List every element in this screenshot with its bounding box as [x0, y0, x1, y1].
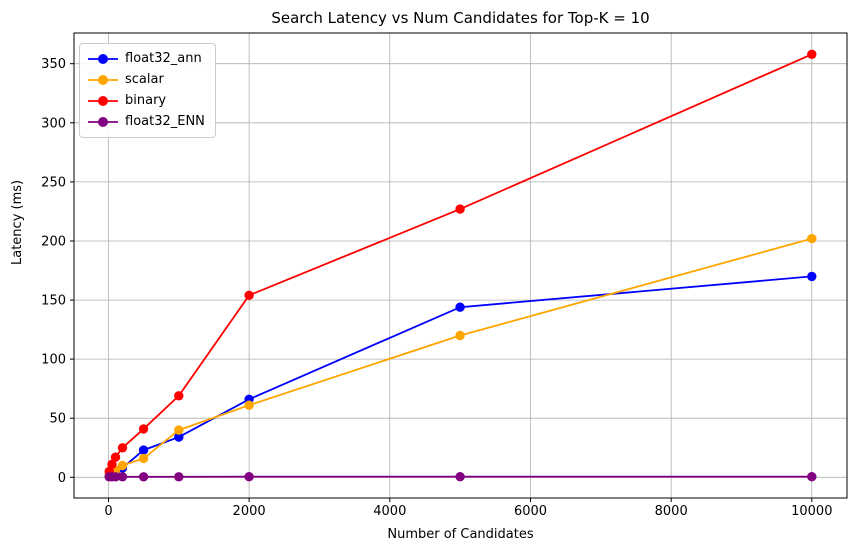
- legend-item-float32_ann: float32_ann: [88, 49, 205, 69]
- legend-item-binary: binary: [88, 91, 205, 111]
- legend-label-float32_ann: float32_ann: [125, 51, 202, 66]
- legend-marker-float32_ENN: [88, 117, 118, 127]
- data-point-binary: [107, 459, 117, 469]
- x-tick-label: 4000: [373, 504, 406, 519]
- y-tick-label: 0: [58, 471, 66, 486]
- x-axis-label: Number of Candidates: [387, 527, 534, 542]
- data-point-binary: [110, 452, 121, 462]
- y-tick-label: 350: [41, 57, 66, 72]
- data-point-scalar: [807, 233, 817, 244]
- legend-item-scalar: scalar: [88, 70, 205, 90]
- data-point-binary: [138, 424, 149, 434]
- legend-marker-binary: [88, 96, 118, 106]
- data-point-float32_ann: [138, 445, 149, 455]
- chart-title: Search Latency vs Num Candidates for Top…: [271, 9, 650, 27]
- data-point-float32_ENN: [244, 472, 254, 482]
- series-line-scalar: [108, 237, 813, 476]
- y-tick-label: 200: [41, 235, 66, 250]
- data-point-float32_ENN: [117, 472, 128, 482]
- data-point-float32_ENN: [455, 472, 465, 482]
- data-point-float32_ENN: [110, 472, 121, 482]
- data-point-binary: [117, 443, 128, 453]
- data-point-scalar: [174, 425, 184, 435]
- legend-marker-float32_ann: [88, 54, 118, 64]
- data-point-float32_ann: [455, 302, 465, 312]
- data-point-float32_ann: [174, 432, 184, 442]
- data-point-float32_ENN: [174, 472, 184, 482]
- data-point-scalar: [138, 453, 149, 464]
- legend-label-float32_ENN: float32_ENN: [125, 114, 205, 129]
- y-tick-label: 50: [49, 412, 66, 427]
- y-tick-label: 150: [41, 294, 66, 309]
- legend-label-binary: binary: [125, 93, 167, 108]
- y-tick-label: 300: [41, 116, 66, 131]
- legend-marker-scalar: [88, 75, 118, 85]
- x-tick-label: 6000: [514, 504, 547, 519]
- x-tick-label: 2000: [233, 504, 266, 519]
- data-point-binary: [244, 290, 254, 300]
- y-tick-label: 100: [41, 353, 66, 368]
- data-point-float32_ENN: [138, 472, 149, 482]
- data-point-binary: [174, 391, 184, 401]
- data-point-float32_ENN: [807, 472, 817, 482]
- data-point-binary: [807, 49, 817, 59]
- x-tick-label: 10000: [791, 504, 832, 519]
- legend-item-float32_ENN: float32_ENN: [88, 112, 205, 132]
- data-point-binary: [455, 204, 465, 214]
- plot-border: [73, 32, 848, 499]
- y-tick-label: 250: [41, 175, 66, 190]
- legend-label-scalar: scalar: [125, 72, 164, 87]
- data-point-scalar: [244, 400, 254, 410]
- data-point-scalar: [117, 460, 128, 471]
- data-point-float32_ann: [807, 271, 817, 282]
- x-tick-label: 0: [104, 504, 112, 519]
- data-point-scalar: [455, 330, 465, 341]
- x-tick-label: 8000: [655, 504, 688, 519]
